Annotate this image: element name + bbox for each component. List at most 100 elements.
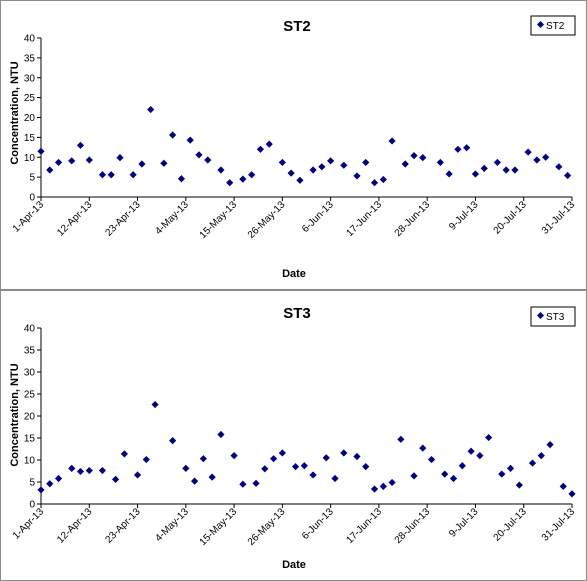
data-point [226,179,234,187]
data-point [217,166,225,174]
x-tick-label: 15-May-13 [198,199,240,241]
data-point [340,161,348,169]
data-point [493,158,501,167]
data-point [401,160,409,168]
data-point [46,166,54,174]
data-point [419,154,427,162]
x-tick-label: 20-Jul-13 [492,199,530,237]
data-point [340,449,348,457]
data-point [397,435,405,443]
data-point [502,166,510,174]
x-tick-label: 31-Jul-13 [540,199,578,237]
y-tick-label: 0 [29,500,35,511]
x-tick-label: 12-Apr-13 [55,199,95,239]
chart-panel-st3: ST3 Date Concentration, NTU ST3 0 5 10 15 20… [0,290,587,581]
data-point [142,455,150,464]
x-tick-label: 1-Apr-13 [11,199,47,235]
data-point [54,474,63,483]
data-point [449,474,458,483]
legend-marker [536,20,545,29]
data-point [177,175,186,183]
data-point [379,175,387,184]
y-tick-label: 15 [24,434,36,445]
data-point [524,148,532,156]
data-point [436,158,444,167]
x-tick-label: 28-Jun-13 [393,506,433,546]
data-point [511,166,519,174]
data-point [68,464,76,472]
data-point [239,480,247,488]
legend-marker [536,311,545,320]
data-point [85,466,93,475]
x-axis-label: Date [282,268,306,280]
data-point [458,462,466,470]
data-point [287,169,295,177]
legend-box [530,306,576,327]
data-point [138,160,146,168]
data-point [362,463,370,471]
data-point [76,141,85,149]
x-tick-label: 26-May-13 [246,199,288,241]
legend-label: ST2 [546,21,565,32]
data-point [318,163,326,171]
y-tick-label: 10 [24,153,36,164]
data-point [182,464,190,472]
x-tick-label: 20-Jul-13 [492,506,530,544]
data-point [564,171,572,180]
x-tick-label: 4-May-13 [153,199,191,237]
data-point [528,459,537,467]
y-tick-label: 20 [24,113,36,124]
data-point [278,158,286,167]
data-point [129,171,137,179]
data-point [555,163,563,171]
chart-svg-st2: ST2 Date Concentration, NTU ST2 0 5 10 15 20… [9,15,578,280]
data-point [151,400,159,409]
chart-title: ST2 [283,18,311,35]
data-point [190,477,199,485]
data-point [160,159,168,167]
data-point [76,467,85,476]
y-tick-label: 10 [24,456,36,467]
data-point [98,466,107,475]
data-point [116,154,124,162]
data-point [546,441,554,449]
x-tick-label: 31-Jul-13 [540,506,578,544]
x-tick-label: 28-Jun-13 [393,199,433,239]
data-point [256,145,265,153]
data-point [133,471,142,479]
x-tick-label: 6-Jun-13 [300,506,336,542]
x-axis-label: Date [282,559,306,571]
data-point [107,171,115,179]
data-point [269,455,278,463]
chart-svg-st3: ST3 Date Concentration, NTU ST3 0 5 10 15 20… [9,305,578,571]
x-tick-label: 17-Jun-13 [344,506,384,546]
data-point [362,158,370,167]
y-tick-label: 30 [24,368,36,379]
y-tick-label: 5 [29,173,35,184]
data-point [454,145,462,153]
data-point [427,455,436,464]
y-tick-label: 30 [24,73,36,84]
x-tick-label: 4-May-13 [153,506,191,544]
data-point [248,171,256,179]
plot-area: 0 5 10 15 20 25 30 35 40 1-Apr-13 12-Apr-13 23-Apr-… [11,34,578,241]
data-point [54,158,63,167]
data-point [46,480,54,488]
data-point [410,152,418,160]
x-tick-label: 26-May-13 [246,506,288,548]
data-point [147,105,155,114]
data-point [261,465,269,473]
y-axis-label: Concentration, NTU [9,61,21,164]
data-point [388,478,396,487]
data-point [370,179,379,187]
legend: ST2 [530,15,576,36]
x-tick-label: 17-Jun-13 [344,199,384,239]
y-tick-label: 5 [29,478,35,489]
data-point [370,485,379,493]
plot-area: 0 5 10 15 20 25 30 35 40 1-Apr-13 12-Apr-13 23-Apr-… [11,324,578,548]
data-point [296,176,304,184]
data-point [471,170,480,178]
data-point [309,166,317,174]
y-axis-label: Concentration, NTU [9,363,21,466]
data-point [195,151,203,159]
